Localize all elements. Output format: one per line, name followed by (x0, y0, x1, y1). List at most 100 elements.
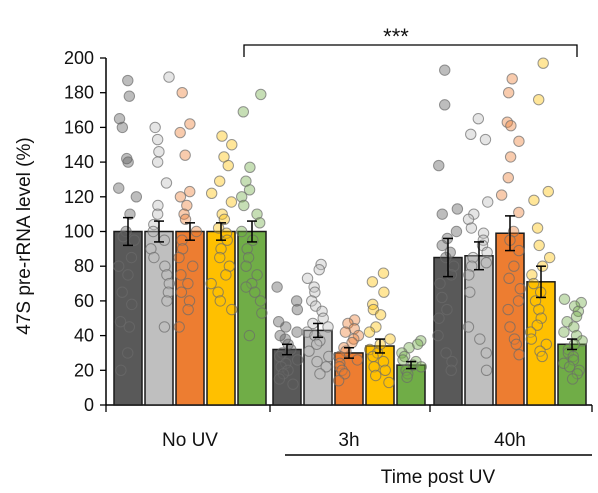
data-point (113, 113, 126, 125)
data-point (528, 194, 540, 206)
data-point (504, 151, 517, 163)
data-point (173, 251, 185, 264)
data-point (205, 187, 218, 200)
data-point (148, 251, 160, 264)
data-point (291, 354, 304, 366)
data-point (149, 121, 161, 134)
data-point (218, 213, 231, 226)
data-point (128, 234, 140, 246)
data-point (222, 159, 234, 172)
data-point (158, 234, 171, 246)
data-point (130, 191, 143, 203)
data-point (117, 231, 129, 243)
data-point (434, 277, 446, 290)
data-point (463, 269, 475, 281)
data-point (480, 257, 492, 269)
x-category-label: 3h (338, 430, 359, 451)
data-point (123, 321, 136, 333)
x-category-label: No UV (162, 430, 218, 451)
y-tick-label: 80 (74, 256, 94, 276)
y-tick-label: 140 (64, 152, 94, 172)
data-point (472, 113, 485, 125)
data-point (464, 286, 476, 298)
data-point (151, 156, 164, 168)
data-point (243, 329, 256, 342)
significance-bracket (243, 44, 578, 57)
data-point (151, 133, 164, 146)
data-point (113, 182, 125, 194)
y-tick-label: 0 (84, 395, 94, 415)
data-point (332, 375, 345, 387)
data-point (440, 347, 452, 359)
data-point (249, 286, 261, 298)
data-point (174, 126, 186, 139)
data-point (220, 269, 232, 281)
data-point (163, 71, 175, 83)
data-point (432, 329, 444, 342)
data-point (415, 361, 427, 373)
data-point (439, 99, 451, 111)
data-point (527, 277, 540, 290)
data-point (383, 376, 395, 389)
bar (303, 329, 333, 406)
y-tick-label: 40 (74, 326, 94, 346)
data-point (533, 239, 545, 252)
y-axis-label: 47S pre-rRNA level (%) (14, 137, 35, 334)
data-point (122, 74, 134, 87)
data-point (433, 312, 445, 324)
data-point (236, 191, 248, 203)
data-point (377, 355, 390, 368)
data-point (481, 246, 493, 259)
data-point (575, 296, 587, 309)
data-point (246, 277, 258, 290)
data-point (508, 260, 520, 272)
y-tick-label: 160 (64, 117, 94, 137)
data-point (244, 161, 256, 174)
data-point (502, 172, 514, 184)
data-point (323, 350, 335, 363)
data-point (543, 251, 556, 264)
data-point (122, 269, 134, 281)
data-point (147, 225, 159, 238)
data-point (525, 333, 538, 345)
data-point (526, 269, 538, 281)
data-point (311, 355, 323, 368)
data-point (480, 364, 493, 376)
data-point (446, 355, 458, 368)
y-tick-label: 20 (74, 360, 94, 380)
y-tick-label: 100 (64, 222, 94, 242)
data-point (436, 291, 448, 304)
data-point (542, 185, 554, 198)
data-point (317, 312, 329, 324)
data-point (162, 286, 175, 298)
data-point (567, 354, 580, 366)
data-point (226, 303, 238, 316)
data-point (179, 149, 191, 161)
data-point (301, 272, 314, 285)
data-point (368, 361, 380, 373)
data-point (205, 277, 217, 290)
data-point (474, 333, 486, 345)
data-point (254, 217, 266, 229)
data-point (237, 106, 250, 118)
data-point (558, 293, 571, 305)
bar (237, 230, 267, 406)
data-point (378, 286, 390, 298)
data-point (145, 243, 157, 255)
bar (175, 230, 205, 406)
data-point (273, 373, 286, 385)
data-point (212, 286, 224, 298)
data-point (462, 213, 475, 226)
data-point (215, 243, 227, 255)
data-point (374, 309, 387, 321)
data-point (159, 260, 171, 272)
y-tick-label: 60 (74, 291, 94, 311)
data-point (531, 222, 544, 234)
data-point (175, 269, 187, 281)
data-point (125, 251, 138, 264)
data-point (503, 272, 515, 285)
data-point (184, 118, 196, 130)
data-point (537, 57, 549, 69)
data-point (533, 303, 545, 316)
